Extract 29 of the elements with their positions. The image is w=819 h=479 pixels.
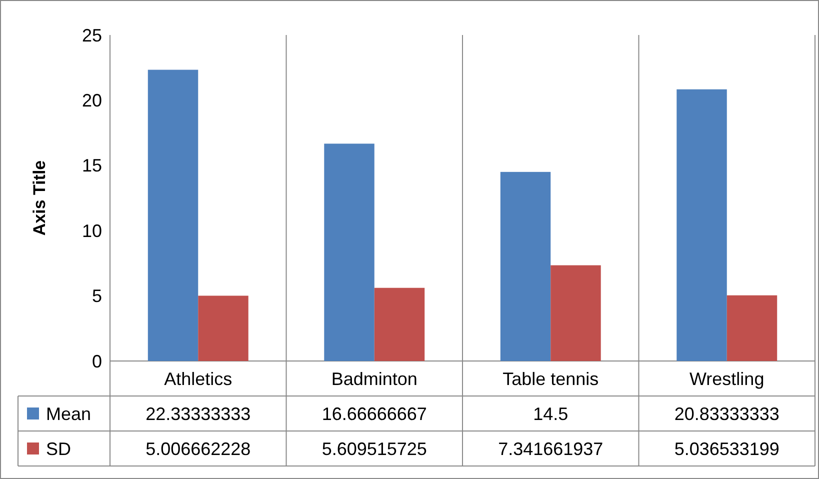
bar [148,70,198,361]
legend-label: Mean [46,404,92,424]
y-tick-label: 0 [92,351,102,372]
data-label: 14.5 [533,404,568,424]
x-tick-label: Table tennis [502,368,599,389]
data-label: 7.341661937 [498,438,604,459]
data-label: 5.006662228 [146,438,251,459]
data-label: 16.66666667 [322,404,427,424]
y-tick-label: 5 [92,286,102,306]
x-tick-label: Badminton [331,368,418,389]
bar [198,296,248,361]
bar [374,288,425,361]
y-tick-label: 10 [82,220,102,241]
bar [550,265,601,361]
bar [676,89,727,361]
bar [500,172,551,361]
y-tick-label: 25 [82,25,102,46]
legend-label: SD [46,438,72,459]
bar [324,144,374,361]
y-tick-label: 15 [82,156,102,176]
x-tick-label: Wrestling [690,368,764,389]
data-label: 5.036533199 [674,438,780,459]
y-axis-title: Axis Title [30,160,49,236]
data-label: 20.83333333 [674,404,780,424]
data-label: 5.609515725 [322,438,427,459]
x-tick-label: Athletics [164,368,232,389]
bar [726,295,778,361]
data-label: 22.33333333 [146,404,251,424]
y-tick-label: 20 [82,90,102,110]
